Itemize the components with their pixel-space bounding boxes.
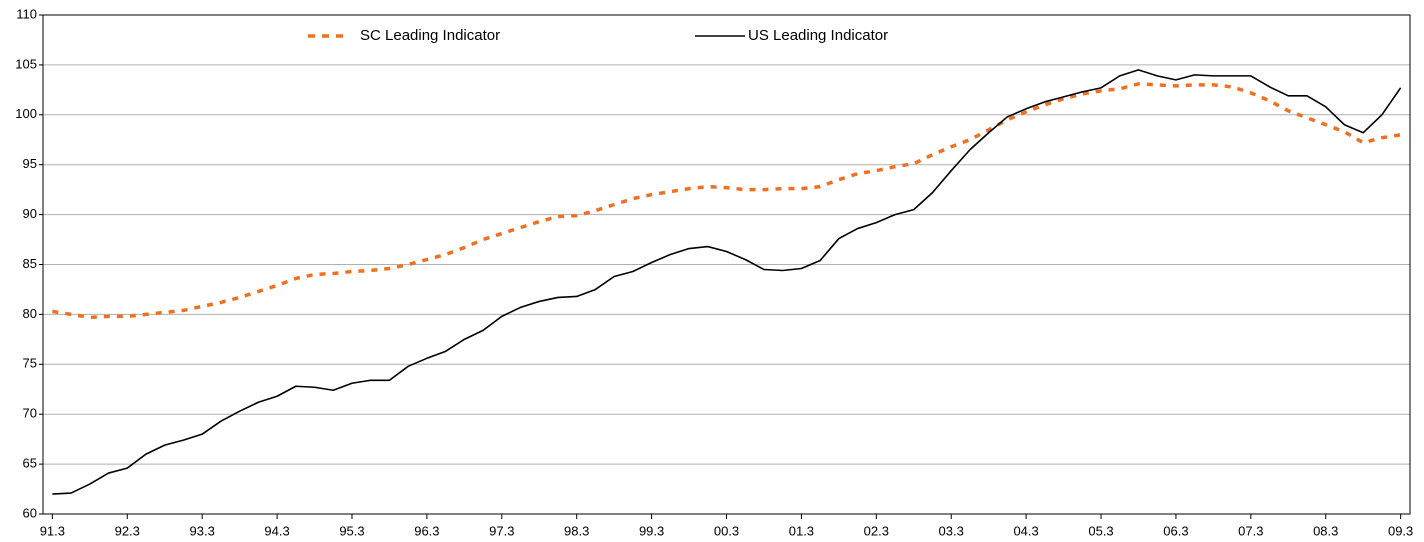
series-line	[52, 82, 1401, 320]
x-tick-label: 97.3	[489, 523, 514, 538]
x-tick-label: 92.3	[115, 523, 140, 538]
x-tick-label: 06.3	[1163, 523, 1188, 538]
x-tick-label: 96.3	[414, 523, 439, 538]
x-tick-label: 93.3	[190, 523, 215, 538]
x-tick-label: 00.3	[714, 523, 739, 538]
x-tick-label: 08.3	[1313, 523, 1338, 538]
x-tick-label: 07.3	[1238, 523, 1263, 538]
y-tick-label: 75	[23, 356, 37, 371]
x-tick-label: 94.3	[264, 523, 289, 538]
x-tick-label: 03.3	[939, 523, 964, 538]
series-line	[52, 69, 1402, 495]
x-tick-label: 09.3	[1388, 523, 1413, 538]
x-tick-label: 98.3	[564, 523, 589, 538]
y-tick-label: 100	[15, 106, 37, 121]
y-tick-label: 110	[16, 6, 37, 21]
y-tick-label: 85	[23, 256, 37, 271]
x-tick-label: 99.3	[639, 523, 664, 538]
y-tick-label: 60	[23, 505, 37, 520]
y-tick-label: 90	[23, 206, 37, 221]
x-tick-label: 05.3	[1088, 523, 1113, 538]
y-tick-label: 80	[23, 306, 37, 321]
y-tick-label: 70	[23, 406, 37, 421]
y-tick-label: 105	[15, 56, 37, 71]
x-tick-label: 04.3	[1013, 523, 1038, 538]
x-tick-label: 02.3	[864, 523, 889, 538]
y-tick-label: 65	[23, 456, 37, 471]
x-tick-label: 91.3	[40, 523, 65, 538]
x-tick-label: 01.3	[789, 523, 814, 538]
legend-label: US Leading Indicator	[748, 27, 888, 44]
legend: SC Leading Indicator US Leading Indicato…	[308, 27, 888, 44]
y-tick-label: 95	[23, 156, 37, 171]
x-tick-label: 95.3	[339, 523, 364, 538]
legend-label: SC Leading Indicator	[360, 27, 500, 44]
